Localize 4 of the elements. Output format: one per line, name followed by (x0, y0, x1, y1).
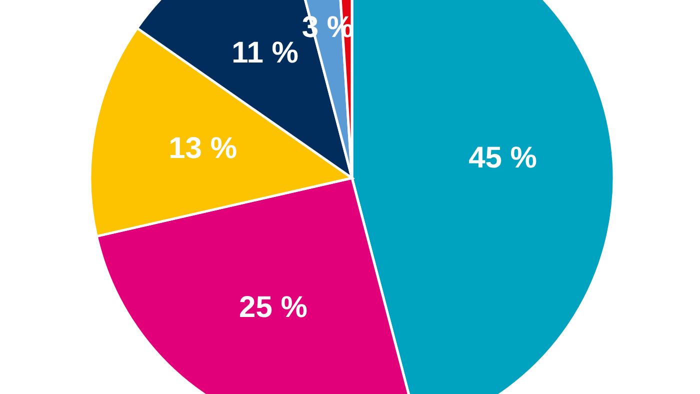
data-label: 25 % (239, 290, 308, 324)
data-label: 11 % (232, 36, 298, 70)
data-label: 13 % (168, 132, 237, 165)
data-label: 45 % (468, 142, 537, 175)
